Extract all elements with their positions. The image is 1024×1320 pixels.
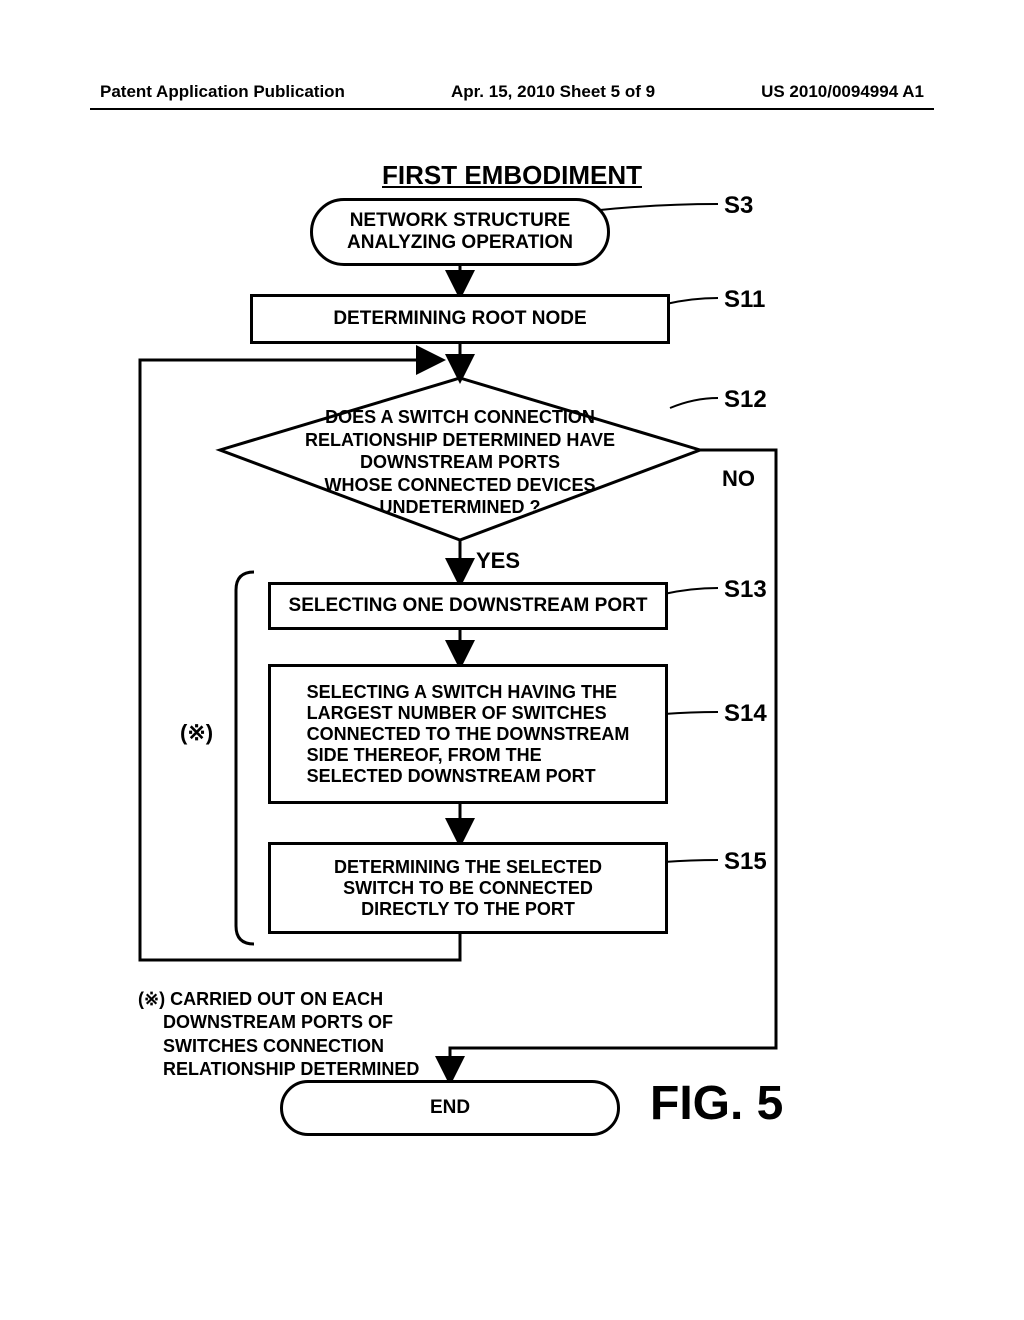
branch-yes: YES xyxy=(476,548,520,574)
step-text: DETERMINING ROOT NODE xyxy=(333,308,586,330)
terminator-start: NETWORK STRUCTURE ANALYZING OPERATION xyxy=(310,198,610,266)
step-label-s12: S12 xyxy=(724,386,767,414)
process-s11: DETERMINING ROOT NODE xyxy=(250,294,670,344)
process-s13: SELECTING ONE DOWNSTREAM PORT xyxy=(268,582,668,630)
step-text: DETERMINING THE SELECTED SWITCH TO BE CO… xyxy=(334,857,602,920)
step-text: DOES A SWITCH CONNECTION RELATIONSHIP DE… xyxy=(305,407,615,517)
process-s15: DETERMINING THE SELECTED SWITCH TO BE CO… xyxy=(268,842,668,934)
process-s14: SELECTING A SWITCH HAVING THE LARGEST NU… xyxy=(268,664,668,804)
step-text: END xyxy=(430,1097,470,1119)
step-text: SELECTING ONE DOWNSTREAM PORT xyxy=(289,595,648,617)
branch-no: NO xyxy=(722,466,755,492)
footnote-mark: (※) xyxy=(180,720,213,746)
footnote-text: (※) CARRIED OUT ON EACH DOWNSTREAM PORTS… xyxy=(138,988,419,1082)
decision-text: DOES A SWITCH CONNECTION RELATIONSHIP DE… xyxy=(280,406,640,519)
step-text: NETWORK STRUCTURE ANALYZING OPERATION xyxy=(347,210,573,254)
step-label-s13: S13 xyxy=(724,576,767,604)
figure-label: FIG. 5 xyxy=(650,1076,783,1131)
terminator-end: END xyxy=(280,1080,620,1136)
step-label-s14: S14 xyxy=(724,700,767,728)
step-text: SELECTING A SWITCH HAVING THE LARGEST NU… xyxy=(307,682,630,787)
step-label-s15: S15 xyxy=(724,848,767,876)
step-label-s11: S11 xyxy=(724,286,765,314)
step-label-s3: S3 xyxy=(724,192,753,220)
